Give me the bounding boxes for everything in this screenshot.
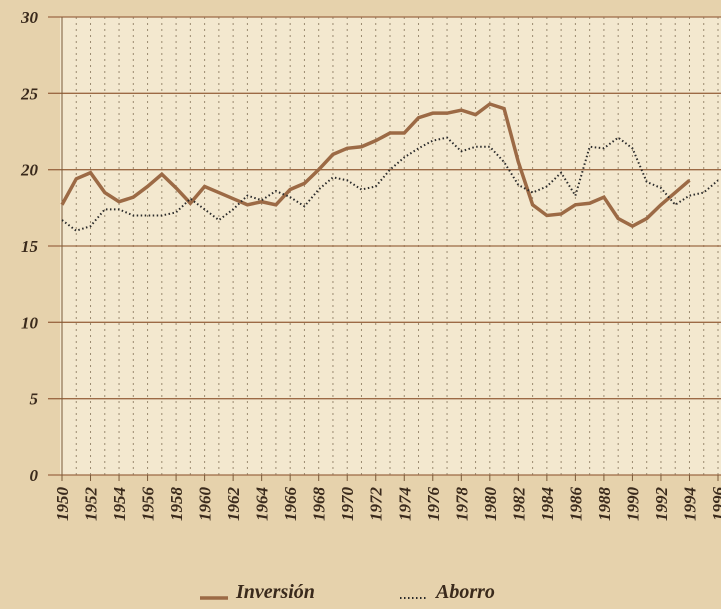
x-tick-label: 1972	[367, 487, 386, 522]
legend-label: Aborro	[434, 581, 495, 603]
x-tick-label: 1994	[680, 487, 699, 521]
x-tick-label: 1976	[424, 487, 443, 522]
x-tick-label: 1964	[253, 487, 272, 521]
x-tick-label: 1950	[53, 487, 72, 522]
series-line	[60, 102, 691, 229]
y-tick-label: 5	[30, 390, 39, 409]
x-tick-label: 1974	[395, 487, 414, 521]
x-tick-label: 1958	[167, 487, 186, 522]
x-tick-label: 1954	[110, 487, 129, 521]
x-tick-label: 1960	[196, 487, 215, 522]
x-tick-label: 1962	[224, 487, 243, 522]
x-tick-label: 1984	[538, 487, 557, 521]
x-tick-label: 1996	[709, 487, 721, 522]
x-tick-label: 1968	[310, 487, 329, 522]
y-tick-label: 15	[21, 237, 39, 256]
y-tick-label: 0	[30, 466, 39, 485]
y-tick-label: 30	[20, 8, 39, 27]
x-tick-label: 1980	[481, 487, 500, 522]
x-tick-label: 1966	[281, 487, 300, 522]
legend-label: Inversión	[235, 581, 315, 603]
x-tick-label: 1990	[623, 487, 642, 522]
x-tick-label: 1982	[509, 487, 528, 522]
y-tick-label: 25	[20, 84, 39, 103]
x-tick-label: 1992	[652, 487, 671, 522]
y-tick-label: 20	[20, 161, 39, 180]
y-tick-label: 10	[21, 313, 39, 332]
x-tick-label: 1978	[452, 487, 471, 522]
x-tick-label: 1952	[82, 487, 101, 522]
x-tick-label: 1956	[139, 487, 158, 522]
x-tick-label: 1970	[338, 487, 357, 522]
x-tick-label: 1986	[566, 487, 585, 522]
x-tick-label: 1988	[595, 487, 614, 522]
